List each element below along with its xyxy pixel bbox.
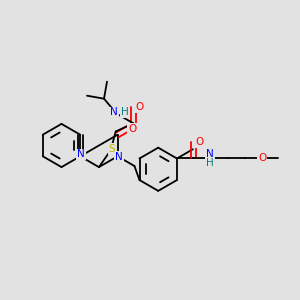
- Text: N: N: [206, 149, 214, 159]
- Text: N: N: [115, 152, 123, 162]
- Text: O: O: [258, 154, 266, 164]
- Text: O: O: [128, 124, 136, 134]
- Text: H: H: [121, 107, 129, 117]
- Text: H: H: [206, 158, 214, 168]
- Text: N: N: [77, 149, 85, 160]
- Text: N: N: [110, 107, 118, 117]
- Text: O: O: [136, 102, 144, 112]
- Text: S: S: [109, 144, 115, 154]
- Text: O: O: [196, 137, 204, 147]
